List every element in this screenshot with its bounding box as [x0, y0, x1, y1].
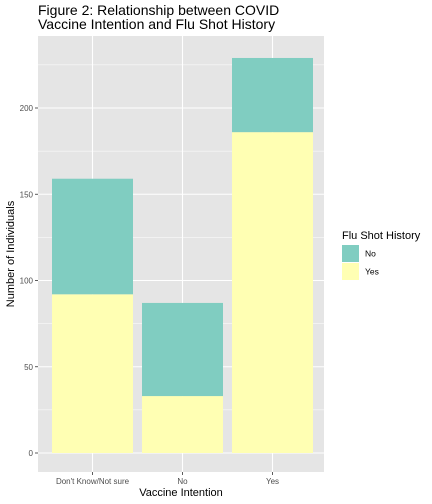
- legend-label-no: No: [365, 249, 376, 259]
- legend-key-no: [342, 245, 359, 262]
- bar-no-2: [232, 57, 313, 133]
- y-tick-label: 200: [20, 104, 34, 113]
- legend-entries: No Yes: [342, 245, 379, 280]
- y-tick-label: 100: [20, 277, 34, 286]
- y-axis: 0 50 100 150 200: [20, 104, 38, 458]
- chart-title-line-1: Figure 2: Relationship between COVID: [38, 2, 279, 18]
- x-tick-label: No: [177, 477, 188, 486]
- x-axis: Don't Know/Not sure No Yes: [56, 472, 279, 486]
- bar-yes-0: [52, 294, 133, 453]
- legend-title: Flu Shot History: [342, 230, 421, 242]
- chart-title-line-2: Vaccine Intention and Flu Shot History: [38, 16, 275, 32]
- y-tick-label: 0: [29, 449, 34, 458]
- bar-yes-2: [232, 132, 313, 453]
- legend-key-yes: [342, 263, 359, 280]
- bars: [52, 57, 313, 453]
- y-tick-label: 150: [20, 190, 34, 199]
- bar-yes-1: [142, 396, 223, 453]
- x-axis-title: Vaccine Intention: [139, 487, 223, 499]
- x-tick-label: Yes: [266, 477, 279, 486]
- legend-label-yes: Yes: [365, 267, 379, 277]
- y-axis-title: Number of Individuals: [5, 200, 17, 307]
- y-tick-label: 50: [24, 363, 33, 372]
- bar-no-1: [142, 302, 223, 397]
- x-tick-label: Don't Know/Not sure: [56, 477, 130, 486]
- legend: Flu Shot History No Yes: [342, 230, 421, 280]
- bar-no-0: [52, 178, 133, 295]
